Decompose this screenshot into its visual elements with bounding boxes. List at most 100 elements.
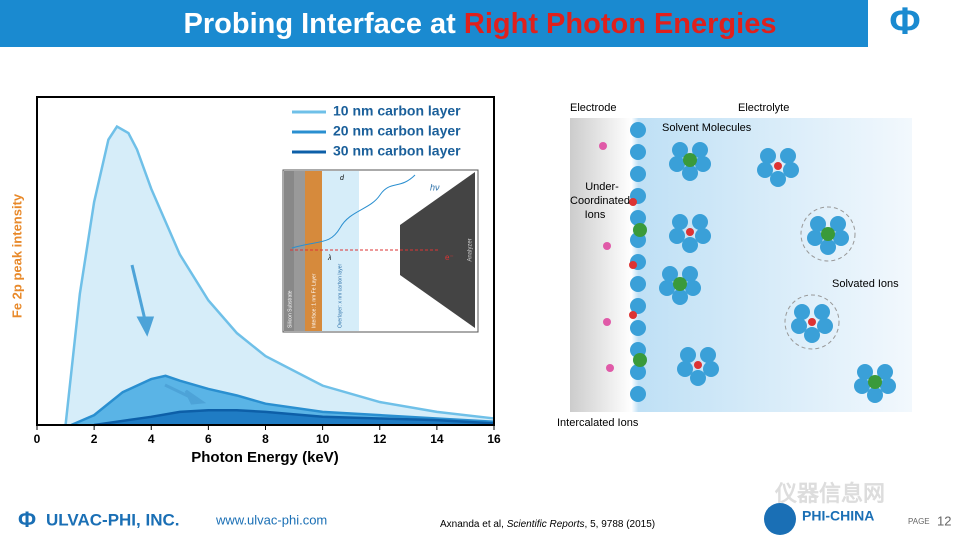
citation: Axnanda et al, Scientific Reports, 5, 97… (440, 519, 655, 530)
header-bar (0, 0, 960, 47)
substrate (284, 171, 294, 331)
solvent-molecule (814, 304, 830, 320)
plot: 10 nm carbon layer 20 nm carbon layer 30 n… (34, 103, 501, 446)
area (65, 126, 494, 426)
solvent-molecule (662, 266, 678, 282)
solvent-molecule (757, 162, 773, 178)
ion (629, 261, 637, 269)
citation-part: Axnanda et al, (440, 519, 507, 530)
solvent-molecule (630, 166, 646, 182)
solvent-molecule (783, 162, 799, 178)
diagram-label: Intercalated Ions (557, 417, 639, 429)
y-axis-label: Fe 2p peak intensity (9, 193, 24, 318)
intercalated-ion (603, 318, 611, 326)
solvent-molecule (830, 216, 846, 232)
solvent-molecule (692, 214, 708, 230)
solvent-molecule (682, 165, 698, 181)
x-tick-label: 6 (205, 432, 212, 446)
solvent-molecule (833, 230, 849, 246)
solvent-molecule (680, 347, 696, 363)
profile (291, 174, 416, 249)
footer-logo: Φ (18, 507, 36, 532)
solvent-molecule (672, 289, 688, 305)
diagram-label: Electrolyte (738, 102, 789, 114)
solvent-molecule (659, 280, 675, 296)
title-highlight: Right Photon Energies (464, 8, 777, 40)
footer-url: www.ulvac-phi.com (215, 512, 327, 527)
solvent-molecule (760, 148, 776, 164)
footer-company: ULVAC-PHI, INC. (46, 510, 179, 529)
solvent-molecule (630, 386, 646, 402)
ion (629, 311, 637, 319)
solvent-molecule (703, 361, 719, 377)
x-tick-label: 12 (373, 432, 387, 446)
x-tick-label: 10 (316, 432, 330, 446)
x-tick-label: 14 (430, 432, 444, 446)
solvent-molecule (700, 347, 716, 363)
legend-label: 20 nm carbon layer (333, 123, 461, 139)
solvent-molecule (672, 142, 688, 158)
ion (673, 277, 687, 291)
solvent-molecule (630, 210, 646, 226)
ion (633, 223, 647, 237)
x-tick-label: 4 (148, 432, 155, 446)
ion (821, 227, 835, 241)
ion (694, 361, 702, 369)
overlayer (322, 171, 359, 331)
x-tick-label: 0 (34, 432, 41, 446)
slide-title: Probing Interface at Right Photon Energi… (184, 8, 777, 40)
solvent-molecule (682, 237, 698, 253)
intercalated-ion (599, 142, 607, 150)
ion (633, 353, 647, 367)
x-tick-label: 8 (262, 432, 269, 446)
solvation-shell (800, 206, 856, 262)
x-tick-label: 2 (91, 432, 98, 446)
solvent-molecule (630, 276, 646, 292)
logo-phi: Φ (889, 1, 920, 43)
page-number: 12 (937, 513, 951, 528)
legend-label: 30 nm carbon layer (333, 143, 461, 159)
ion (686, 228, 694, 236)
diagram-label: Coordinated (570, 195, 630, 207)
fe-layer (294, 171, 305, 331)
solvent-molecule (630, 298, 646, 314)
brand-logo (764, 503, 796, 535)
carbon-layer (305, 171, 322, 331)
inset-label: e⁻ (445, 253, 454, 262)
molecules (599, 122, 896, 403)
electrolyte-region (570, 118, 912, 412)
citation-journal: Scientific Reports (507, 519, 585, 530)
line (64, 124, 495, 426)
line (93, 408, 495, 427)
citation-part: , 5, 9788 (2015) (585, 519, 656, 530)
diagram-label: Solvated Ions (832, 278, 899, 290)
inset-label: hν (430, 182, 440, 192)
solvent-molecule (695, 156, 711, 172)
inset-label: Overlayer: x nm carbon layer (337, 263, 343, 328)
solvent-molecule (672, 214, 688, 230)
solvent-molecule (854, 378, 870, 394)
solvent-molecule (817, 318, 833, 334)
diagram-label: Solvent Molecules (662, 122, 752, 134)
intercalated-ion (606, 364, 614, 372)
ion (629, 198, 637, 206)
diagram-label: Ions (585, 209, 606, 221)
ion (808, 318, 816, 326)
trend-arrows (130, 264, 207, 405)
page-label: PAGE (908, 517, 930, 526)
ion (774, 162, 782, 170)
solvent-molecule (630, 122, 646, 138)
inset-label: d (340, 175, 345, 182)
solvent-molecule (695, 228, 711, 244)
brand-name: PHI-CHINA (802, 508, 874, 524)
solvent-molecule (685, 280, 701, 296)
inset-label: λ (327, 255, 332, 262)
solvent-molecule (630, 364, 646, 380)
line (70, 374, 495, 427)
solvent-molecule (867, 387, 883, 403)
solvent-molecule (692, 142, 708, 158)
solvent-molecule (630, 144, 646, 160)
ion (868, 375, 882, 389)
